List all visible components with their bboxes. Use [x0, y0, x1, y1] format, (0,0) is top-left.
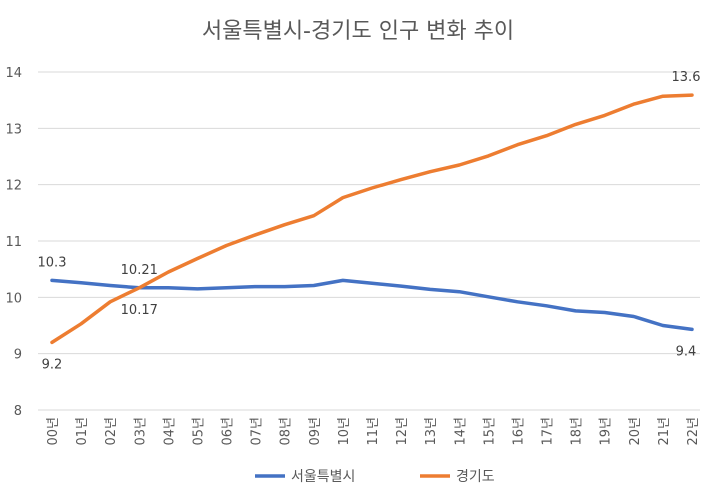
grid-lines — [38, 71, 700, 411]
x-axis-ticks: 00년 01년 02년 03년 04년 05년 06년 07년 08년 09년 10년 11년 12년 1… — [46, 417, 701, 446]
x-tick-label: 01년 — [75, 417, 90, 446]
x-tick-label: 00년 — [46, 417, 61, 446]
x-tick-label: 22년 — [686, 417, 701, 446]
x-tick-label: 12년 — [395, 417, 410, 446]
data-label: 13.6 — [672, 70, 701, 85]
legend: 서울특별시 경기도 — [255, 469, 495, 485]
y-tick-label: 11 — [5, 235, 22, 250]
x-tick-label: 03년 — [133, 417, 148, 446]
x-tick-label: 13년 — [424, 417, 439, 446]
legend-label: 경기도 — [456, 469, 495, 485]
y-tick-label: 8 — [14, 404, 22, 419]
x-tick-label: 06년 — [221, 417, 236, 446]
data-label: 10.21 — [121, 263, 158, 278]
data-label: 10.3 — [38, 255, 67, 270]
data-label: 9.4 — [676, 344, 697, 359]
series-lines — [50, 93, 694, 345]
x-tick-label: 16년 — [511, 417, 526, 446]
x-tick-label: 07년 — [250, 417, 265, 446]
y-axis-ticks: 8 9 10 11 12 13 14 — [5, 66, 22, 419]
x-tick-label: 19년 — [599, 417, 614, 446]
x-tick-label: 05년 — [191, 417, 206, 446]
x-tick-label: 08년 — [279, 417, 294, 446]
y-tick-label: 14 — [5, 66, 22, 81]
x-tick-label: 10년 — [337, 417, 352, 446]
x-tick-label: 11년 — [366, 417, 381, 446]
x-tick-label: 20년 — [628, 417, 643, 446]
y-tick-label: 13 — [5, 122, 22, 137]
legend-label: 서울특별시 — [291, 469, 355, 485]
data-labels: 10.3 10.17 9.4 9.2 10.21 13.6 — [38, 70, 701, 372]
x-tick-label: 09년 — [308, 417, 323, 446]
y-tick-label: 9 — [14, 348, 22, 363]
series-line-1 — [50, 93, 694, 345]
x-tick-label: 21년 — [657, 417, 672, 446]
x-tick-label: 15년 — [482, 417, 497, 446]
chart-title: 서울특별시-경기도 인구 변화 추이 — [202, 19, 514, 44]
x-tick-label: 18년 — [570, 417, 585, 446]
data-label: 9.2 — [42, 357, 63, 372]
data-label: 10.17 — [121, 303, 158, 318]
x-tick-label: 17년 — [541, 417, 556, 446]
y-tick-label: 10 — [5, 291, 22, 306]
x-tick-label: 04년 — [162, 417, 177, 446]
y-tick-label: 12 — [5, 179, 22, 194]
series-line-0 — [50, 278, 694, 332]
x-tick-label: 02년 — [104, 417, 119, 446]
x-tick-label: 14년 — [453, 417, 468, 446]
